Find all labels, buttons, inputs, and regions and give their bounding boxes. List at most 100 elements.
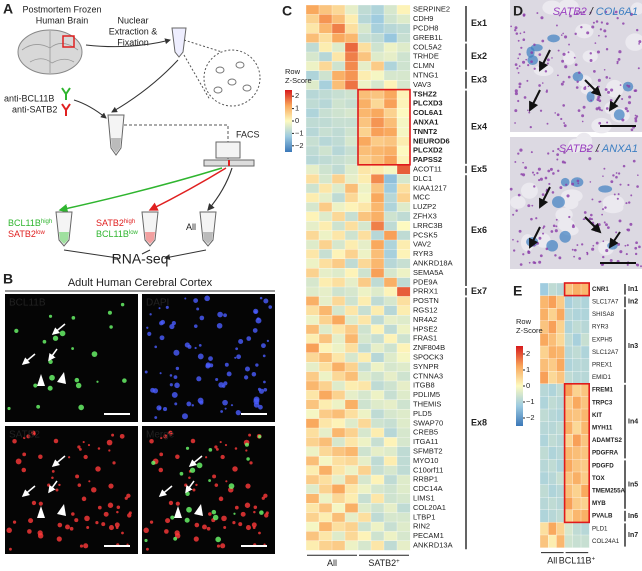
cell <box>243 375 249 380</box>
heatmap-cell <box>344 296 359 307</box>
heatmap-cell <box>305 315 320 325</box>
cell <box>244 502 251 508</box>
brain-title: Postmortem Frozen <box>22 4 101 14</box>
probe-dot <box>531 171 535 174</box>
heatmap-cell <box>331 427 346 438</box>
heatmap-cell <box>548 396 557 410</box>
heatmap-cell <box>305 98 320 109</box>
heatmap-cell <box>318 371 333 382</box>
probe-dot <box>621 118 625 122</box>
heatmap-cell <box>318 258 333 269</box>
probe-dot <box>596 150 599 153</box>
probe-dot <box>537 167 541 171</box>
stain <box>560 177 570 187</box>
probe-dot <box>595 20 599 23</box>
cell <box>255 363 259 367</box>
heatmap-cell <box>370 456 385 466</box>
probe-dot <box>546 122 549 125</box>
heatmap-cell <box>580 320 590 334</box>
heatmap-cell <box>370 230 385 241</box>
heatmap-cell <box>396 512 411 523</box>
row-label: RYR3 <box>592 324 609 331</box>
heatmap-cell <box>305 268 320 278</box>
heatmap-cell <box>564 320 574 334</box>
row-label: KIAA1217 <box>413 183 447 192</box>
heatmap-cell <box>396 343 411 354</box>
heatmap-cell <box>357 89 372 100</box>
group-label: In2 <box>628 299 638 306</box>
probe-dot <box>515 209 518 212</box>
cell <box>31 500 37 506</box>
cell <box>146 547 149 551</box>
heatmap-cell <box>318 221 333 231</box>
cell <box>120 302 125 307</box>
row-label: CREB5 <box>413 428 438 437</box>
heatmap-cell <box>396 80 411 90</box>
probe-dot <box>616 60 619 63</box>
row-label: DLC1 <box>413 174 432 183</box>
heatmap-cell <box>305 474 320 485</box>
group-label: Ex8 <box>471 418 487 428</box>
probe-dot <box>520 46 523 49</box>
heatmap-cell <box>318 305 333 316</box>
cell <box>168 430 173 435</box>
heatmap-cell <box>580 282 590 296</box>
cell <box>184 483 188 487</box>
cell <box>258 531 261 535</box>
cell <box>175 366 180 371</box>
cell <box>212 514 219 521</box>
stain <box>570 177 584 188</box>
probe-dot <box>615 231 618 234</box>
colorbar-tick-label: 0 <box>295 116 299 125</box>
cell <box>71 512 75 516</box>
heatmap-cell <box>357 42 372 53</box>
cell <box>230 404 234 407</box>
probe-dot <box>557 169 560 173</box>
probe-dot <box>515 32 519 35</box>
row-label: LIMS1 <box>413 493 435 502</box>
colorbar <box>516 346 523 426</box>
probe-dot <box>517 99 520 103</box>
heatmap-cell <box>344 474 359 485</box>
heatmap-cell <box>556 333 565 347</box>
row-label: PECAM1 <box>413 531 444 540</box>
heatmap-cell <box>305 230 320 241</box>
probe-dot <box>557 74 559 77</box>
stain <box>572 71 584 82</box>
heatmap-cell <box>396 380 411 391</box>
heatmap-cell <box>318 380 333 391</box>
heatmap-cell <box>344 42 359 53</box>
arrowhead <box>37 506 45 518</box>
group-label: In5 <box>628 481 638 488</box>
heatmap-cell <box>564 295 574 309</box>
probe-dot <box>535 217 538 220</box>
probe-dot <box>560 117 563 121</box>
heatmap-cell <box>357 531 372 542</box>
heatmap-cell <box>580 446 590 460</box>
row-label: RYR3 <box>413 249 433 258</box>
heatmap-cell <box>539 408 549 422</box>
heatmap-cell <box>548 459 557 473</box>
heatmap-cell <box>370 249 385 260</box>
cell <box>218 382 224 388</box>
heatmap-cell <box>396 42 411 53</box>
heatmap-cell <box>539 509 549 523</box>
row-label: GREB1L <box>413 33 443 42</box>
probe-label: SATB2/COL6A1 <box>553 6 638 18</box>
arrow <box>584 79 602 97</box>
heatmap-cell <box>396 531 411 542</box>
heatmap-cell <box>383 315 398 325</box>
probe-dot <box>554 112 557 114</box>
probe-dot <box>546 89 548 92</box>
cell <box>97 505 102 510</box>
probe-dot <box>575 12 579 15</box>
probe-dot <box>628 95 632 99</box>
cell <box>249 461 253 465</box>
probe-dot <box>609 98 613 102</box>
row-label: PVALB <box>592 513 613 520</box>
heatmap-cell <box>344 23 359 34</box>
label-sup: + <box>592 556 596 562</box>
probe-dot <box>635 28 639 32</box>
row-label: RGS12 <box>413 305 438 314</box>
